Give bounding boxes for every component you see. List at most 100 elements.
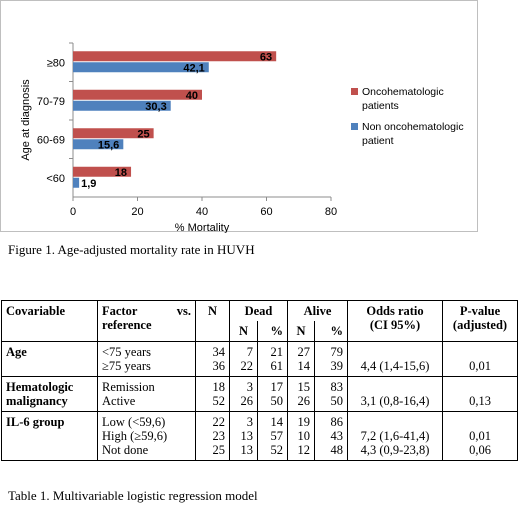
regression-table: Covariable Factor vs. reference N Dead Al… [1,300,518,461]
header-factor-vs: vs. [176,304,191,318]
p-value-cell-value [447,345,513,359]
x-tick-label: 80 [325,206,337,218]
legend-label-line: patients [362,100,399,112]
p-value-cell-value [447,415,513,429]
p-value-cell: 0,13 [442,376,518,412]
p-value-cell: 0,01 0,06 [442,411,518,461]
alive-n-cell-value: 12 [297,443,311,457]
alive-pct-cell-value: 50 [330,394,344,408]
p-value-cell-value: 0,13 [469,394,491,408]
p-value-cell-value: 0,06 [469,443,491,457]
table-body: Age <75 years ≥75 years 34 36 7 22 21 61 27 14 79 39… [1,341,518,461]
alive-pct-cell-value: 39 [330,359,344,373]
chart-canvas: 0 20 40 60 80 <60 18 1,9 60-69 25 15,6 70-79 40 30,3 ≥… [20,42,464,233]
dead-n-cell-value: 3 [246,380,253,394]
header-alive: Alive [287,300,348,321]
p-value-cell-value: 0,01 [469,359,491,373]
header-factor-line1: Factor [102,304,138,318]
header-p-line1: P-value [459,304,501,318]
dead-pct-cell-value: 52 [270,443,284,457]
table-row: Age <75 years ≥75 years 34 36 7 22 21 61 27 14 79 39… [1,341,518,377]
y-tick-label: 70-79 [37,96,65,108]
factor-cell-value: Active [102,394,136,408]
bar-oncohematologic [73,128,154,139]
factor-cell-value: <75 years [102,345,152,359]
dead-pct-cell: 14 57 52 [257,411,288,461]
y-tick-label: 60-69 [37,134,65,146]
legend-label-line: Oncohematologic [362,86,444,98]
p-value-cell: 0,01 [442,341,518,377]
header-dead-pct: % [257,321,288,342]
odds-ratio-cell: 7,2 (1,6-41,4) 4,3 (0,9-23,8) [347,411,443,461]
covariable-cell: Age [1,341,98,377]
covariable-cell: IL-6 group [1,411,98,461]
legend-label-line: Non oncohematologic [362,121,464,133]
bar-oncohematologic [73,166,132,177]
alive-pct-cell: 83 50 [314,376,348,412]
factor-cell-value: Low (<59,6) [102,415,166,429]
bar-oncohematologic [73,89,202,100]
n-cell: 18 52 [195,376,230,412]
bar-non-oncohematologic [73,62,209,73]
dead-n-cell-value: 26 [240,394,254,408]
bar-oncohematologic [73,51,277,62]
x-tick-label: 0 [70,206,76,218]
header-or-line2: (CI 95%) [369,318,421,332]
header-dead: Dead [229,300,288,321]
data-label: 1,9 [81,178,96,190]
mortality-chart: 0 20 40 60 80 <60 18 1,9 60-69 25 15,6 70-79 40 30,3 ≥… [0,0,478,233]
alive-n-cell-value: 27 [297,345,311,359]
dead-pct-cell-value: 14 [270,415,284,429]
p-value-cell-value: 0,01 [469,429,491,443]
alive-n-cell-value: 19 [297,415,311,429]
x-tick-label: 40 [196,206,208,218]
bar-non-oncohematologic [73,177,80,188]
odds-ratio-cell: 3,1 (0,8-16,4) [347,376,443,412]
alive-n-cell: 27 14 [287,341,315,377]
factor-cell-value: High (≥59,6) [102,429,168,443]
legend-label: Oncohematologic patients [362,86,444,112]
header-alive-n: N [287,321,315,342]
alive-n-cell-value: 15 [297,380,311,394]
y-axis-title: Age at diagnosis [20,79,32,161]
dead-pct-cell-value: 57 [270,429,284,443]
header-p-line2: (adjusted) [452,318,508,332]
alive-pct-cell-value: 43 [330,429,344,443]
dead-pct-cell-value: 17 [270,380,284,394]
data-label: 15,6 [98,139,119,151]
n-cell-value: 25 [212,443,226,457]
dead-pct-cell: 17 50 [257,376,288,412]
factor-cell: <75 years ≥75 years [97,341,196,377]
dead-pct-cell: 21 61 [257,341,288,377]
factor-cell-value: Remission [102,380,155,394]
header-dead-n: N [229,321,258,342]
dead-n-cell-value: 13 [240,443,254,457]
n-cell: 22 23 25 [195,411,230,461]
data-label: 25 [137,128,149,140]
alive-pct-cell-value: 79 [330,345,344,359]
data-label: 30,3 [145,101,166,113]
dead-n-cell-value: 3 [246,415,253,429]
y-tick-label: <60 [46,173,65,185]
alive-n-cell-value: 14 [297,359,311,373]
header-factor-line2: reference [102,318,152,332]
x-tick-label: 60 [260,206,272,218]
n-cell-value: 36 [212,359,226,373]
odds-ratio-cell-value [352,345,438,359]
header-factor: Factor vs. reference [97,300,196,342]
y-tick-label: ≥80 [47,57,65,69]
factor-cell-value: ≥75 years [102,359,151,373]
factor-cell-value: Not done [102,443,149,457]
alive-pct-cell-value: 83 [330,380,344,394]
figure-caption: Figure 1. Age-adjusted mortality rate in… [8,242,255,257]
covariable-cell: Hematologic malignancy [1,376,98,412]
n-cell-value: 18 [212,380,226,394]
dead-pct-cell-value: 21 [270,345,284,359]
factor-cell: Remission Active [97,376,196,412]
legend-swatch [351,123,358,130]
odds-ratio-cell-value: 7,2 (1,6-41,4) [360,429,430,443]
n-cell: 34 36 [195,341,230,377]
legend-label-line: patient [362,135,394,147]
odds-ratio-cell-value [352,415,438,429]
alive-pct-cell-value: 48 [330,443,344,457]
